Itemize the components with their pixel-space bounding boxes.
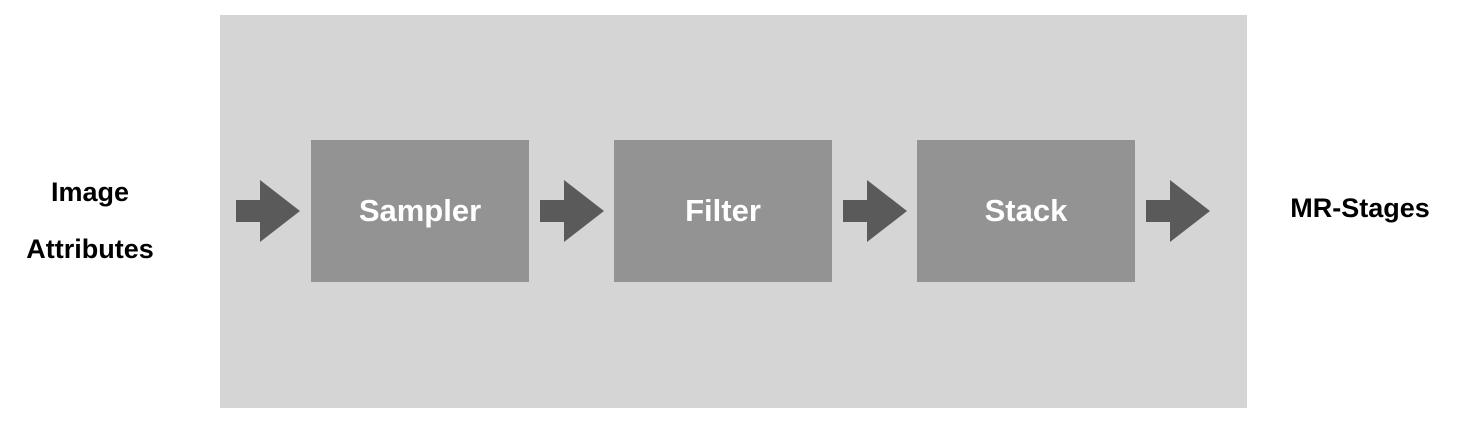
stage-stack-label: Stack xyxy=(984,193,1068,228)
stage-filter-label: Filter xyxy=(685,193,761,228)
stage-sampler-label: Sampler xyxy=(358,193,482,228)
stage-sampler: Sampler xyxy=(311,140,529,282)
arrow-right-icon xyxy=(540,180,604,242)
arrow-right-icon xyxy=(1146,180,1210,242)
arrow-right-icon xyxy=(843,180,907,242)
input-label-line2: Attributes xyxy=(26,234,154,264)
arrow-right-icon xyxy=(236,180,300,242)
input-label: Image Attributes xyxy=(10,164,170,278)
stage-stack: Stack xyxy=(917,140,1135,282)
stage-filter: Filter xyxy=(614,140,832,282)
output-label: MR-Stages xyxy=(1290,193,1430,223)
input-label-line1: Image xyxy=(50,177,130,207)
